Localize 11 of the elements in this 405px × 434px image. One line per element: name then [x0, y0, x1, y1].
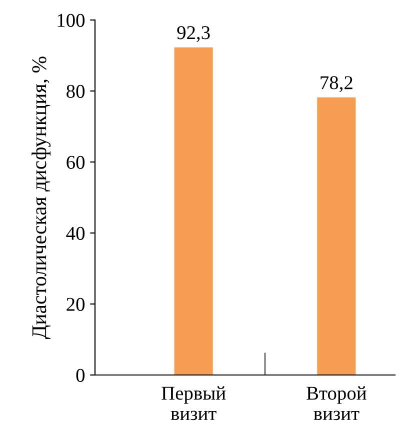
x-tick-label: Второй визит: [306, 386, 366, 420]
y-tick-label: 60: [66, 156, 85, 169]
y-tick-label: 80: [66, 84, 85, 98]
data-label: 78,2: [320, 76, 352, 92]
x-tick-label: Первый визит: [162, 386, 226, 420]
y-tick-label: 20: [66, 298, 85, 311]
y-tick-label: 0: [76, 368, 85, 382]
data-label: 92,3: [177, 26, 210, 42]
y-axis-title: Диастолическая дисфункция, %: [32, 56, 51, 339]
y-tick-label: 40: [66, 226, 85, 240]
y-tick-label: 100: [58, 14, 85, 27]
